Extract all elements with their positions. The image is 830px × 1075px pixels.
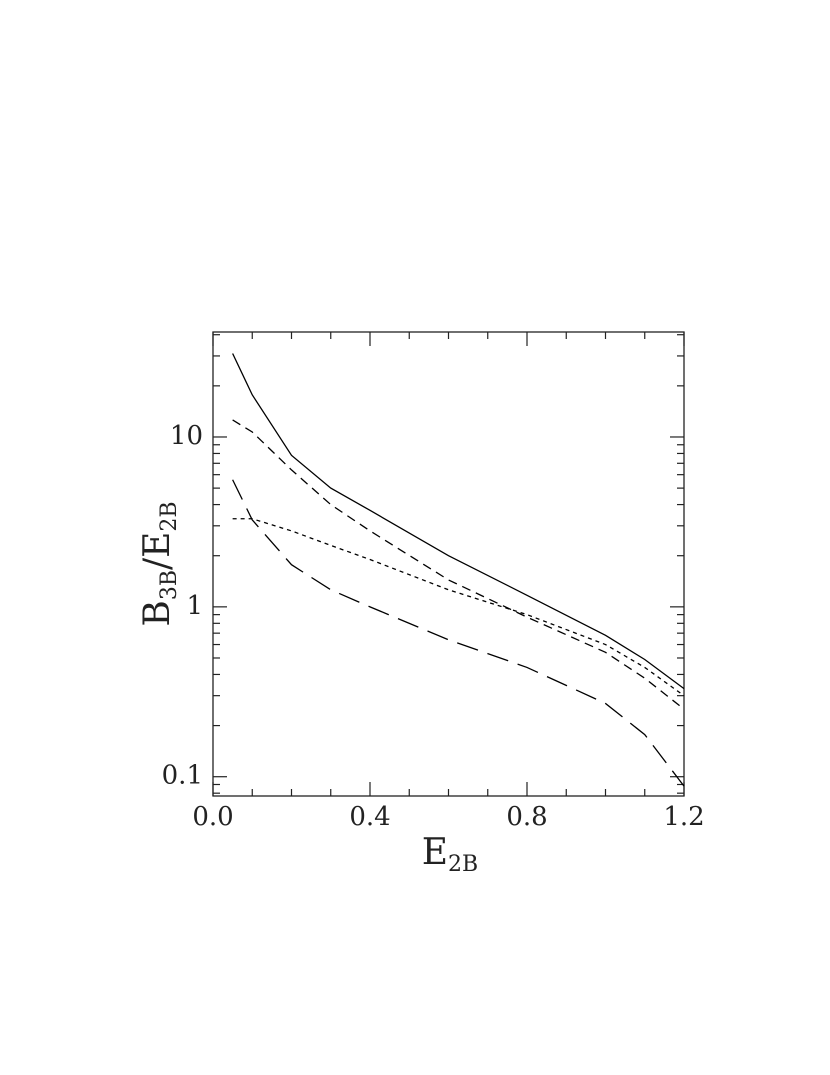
x-label-main: E	[422, 832, 448, 873]
x-tick-label: 1.2	[663, 802, 704, 832]
plot-frame	[212, 331, 685, 797]
y-label-part: /E	[137, 532, 178, 570]
series-line	[232, 518, 685, 697]
x-tick-label: 0.0	[192, 802, 233, 832]
series-line	[232, 353, 685, 690]
y-label-sub: 2B	[157, 501, 182, 531]
y-label-sub: 3B	[157, 570, 182, 600]
series-line	[232, 419, 685, 710]
series-line	[232, 479, 685, 787]
y-tick-label: 0.1	[162, 761, 203, 791]
y-label-part: B	[137, 600, 178, 626]
y-tick-label: 1	[186, 591, 203, 621]
x-tick-label: 0.4	[349, 802, 390, 832]
x-label-sub: 2B	[448, 852, 478, 877]
y-axis-label: B3B/E2B	[137, 501, 182, 626]
x-axis-label: E2B	[422, 832, 478, 877]
x-tick-label: 0.8	[506, 802, 547, 832]
y-tick-label: 10	[170, 421, 203, 451]
